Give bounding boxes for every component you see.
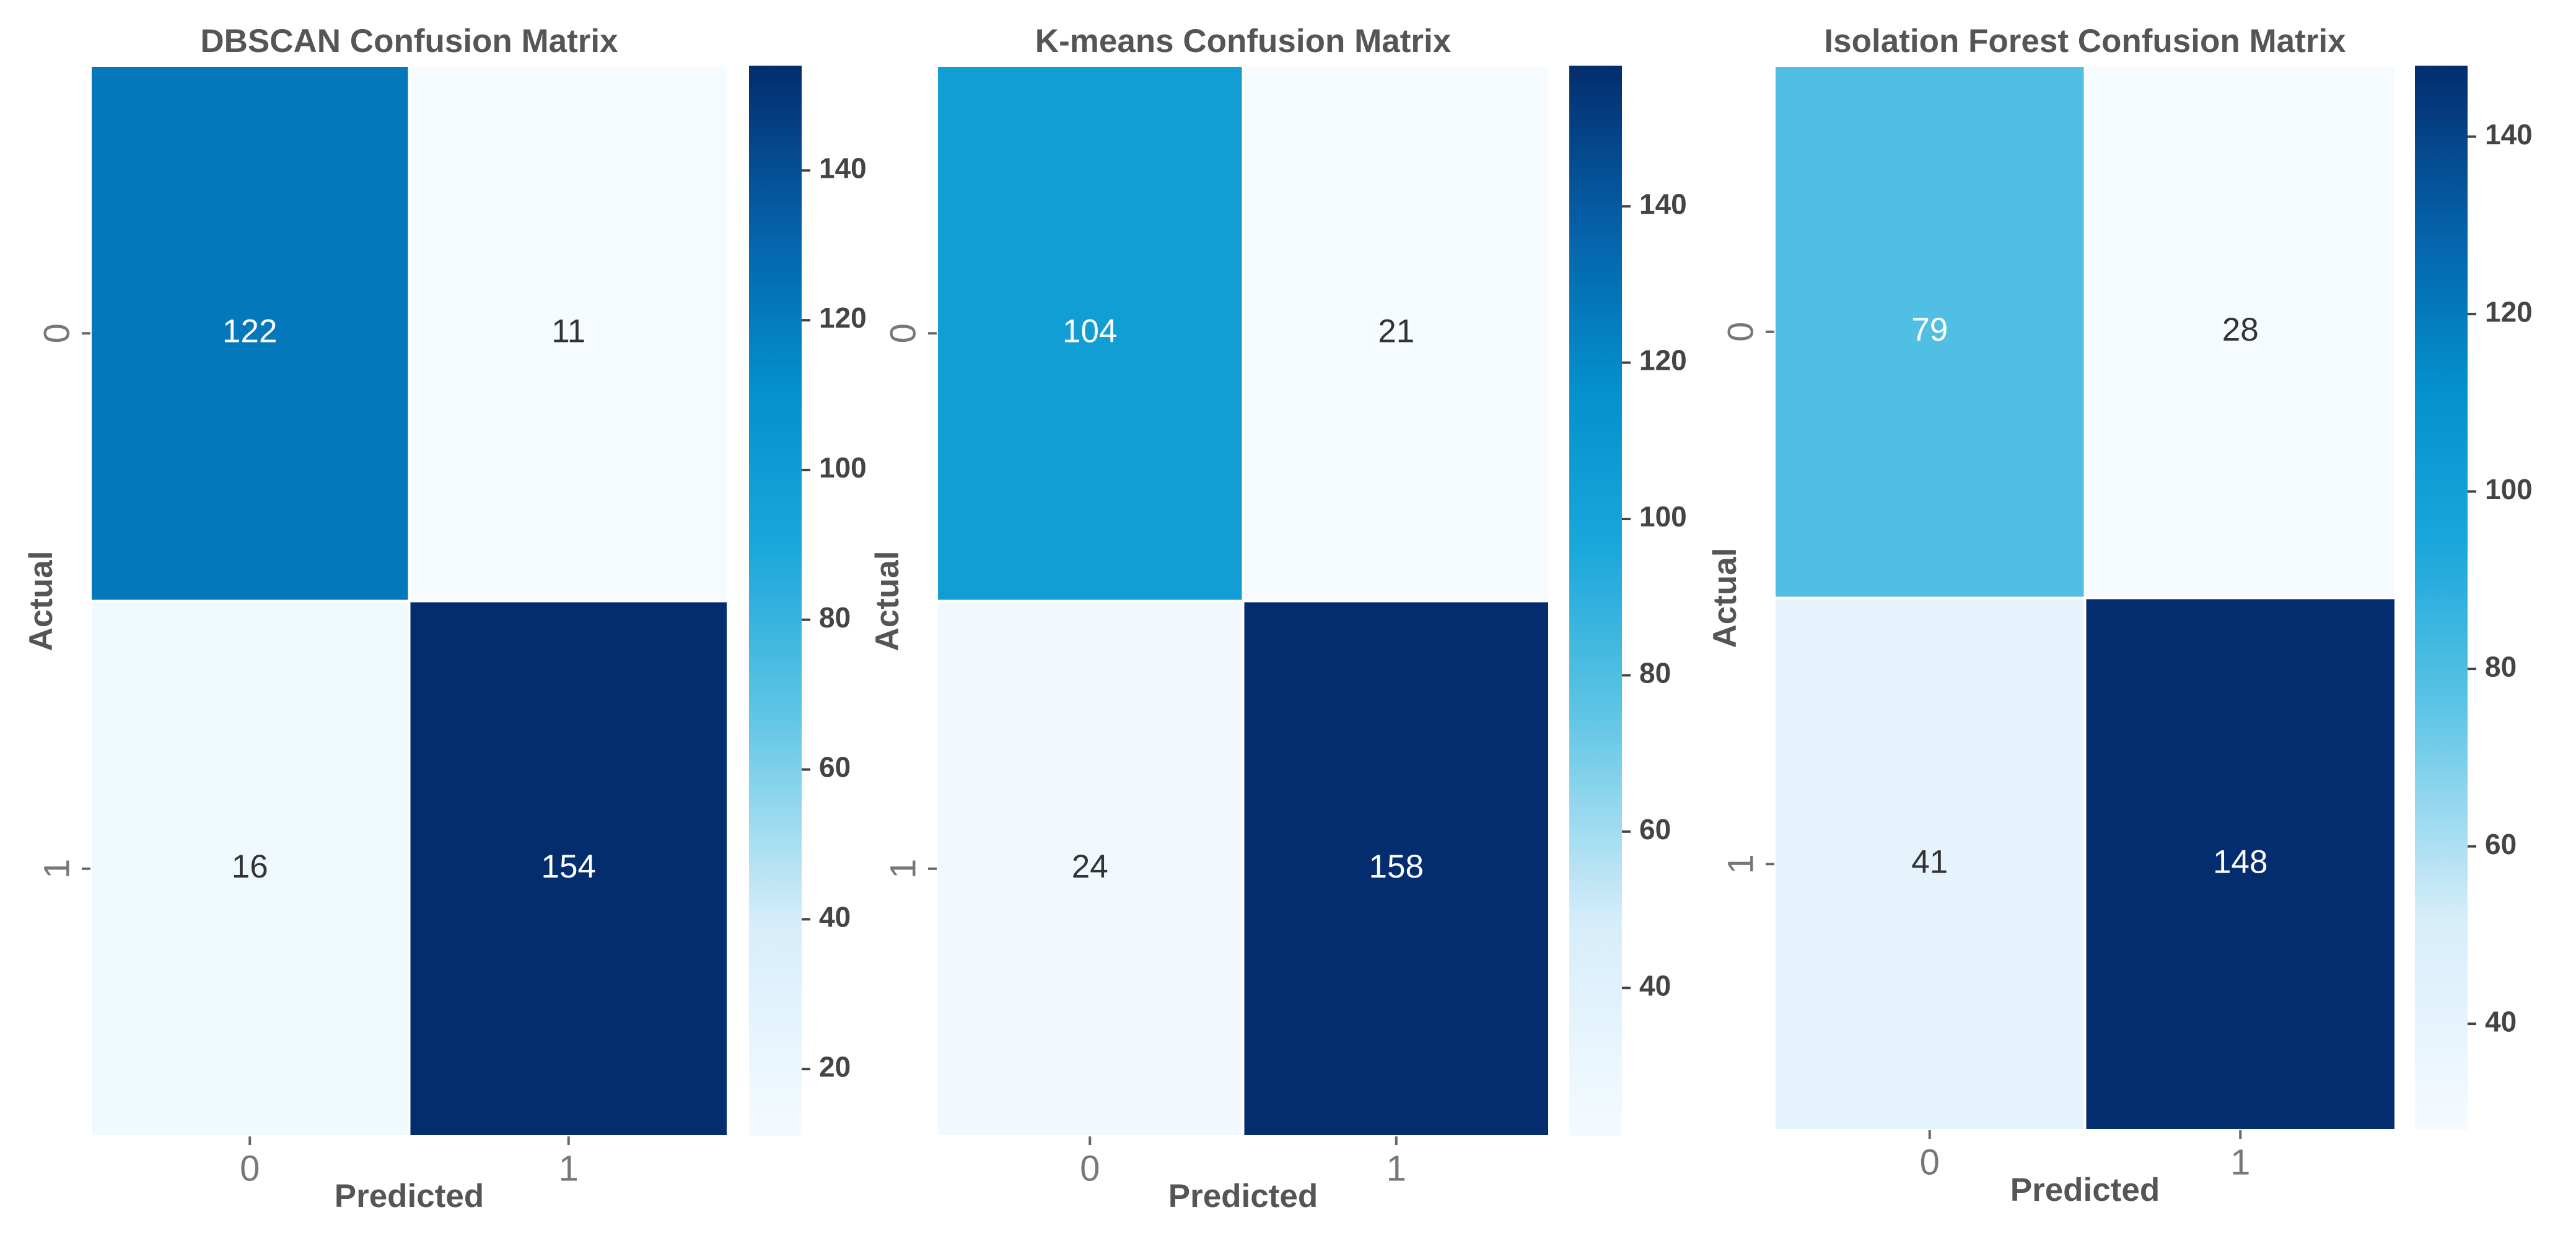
y-tick-label: 0 [883, 323, 923, 343]
colorbar-tick-label: 40 [2485, 1005, 2517, 1037]
heatmap-cell [408, 64, 729, 603]
x-tick-label: 0 [240, 1148, 260, 1188]
heatmap-cell [408, 599, 729, 1138]
y-axis-label: Actual [23, 551, 59, 652]
x-tick-label: 1 [2230, 1142, 2250, 1182]
colorbar-tick-label: 100 [2485, 473, 2533, 505]
x-axis-label: Predicted [1168, 1178, 1318, 1214]
colorbar [1569, 66, 1622, 1136]
chart-title: DBSCAN Confusion Matrix [200, 23, 618, 59]
colorbar-tick-label: 140 [819, 152, 867, 184]
y-tick-label: 0 [37, 323, 77, 343]
heatmap-cell [1773, 64, 2087, 599]
cell-label: 154 [541, 848, 596, 885]
x-tick-label: 0 [1080, 1148, 1100, 1188]
chart-title: K-means Confusion Matrix [1035, 23, 1452, 59]
colorbar-tick-label: 40 [1639, 969, 1671, 1001]
colorbar-tick-label: 100 [819, 451, 867, 484]
x-tick-label: 0 [1920, 1142, 1940, 1182]
y-axis-label: Actual [1707, 548, 1743, 648]
cell-label: 158 [1369, 848, 1424, 885]
colorbar [2415, 66, 2468, 1130]
cell-label: 79 [1911, 312, 1948, 348]
heatmap-cell [1242, 64, 1551, 603]
heatmap-cell [89, 599, 411, 1138]
colorbar-tick-label: 100 [1639, 500, 1687, 533]
colorbar-tick-label: 80 [1639, 657, 1671, 689]
heatmap-cell [1242, 599, 1551, 1138]
x-tick-label: 1 [559, 1148, 579, 1188]
cell-label: 28 [2222, 312, 2259, 348]
colorbar-tick-label: 60 [819, 751, 851, 783]
colorbar-tick-label: 20 [819, 1050, 851, 1083]
x-axis-label: Predicted [2010, 1172, 2160, 1208]
colorbar-tick-label: 60 [2485, 828, 2517, 860]
cell-label: 148 [2213, 843, 2267, 880]
cell-label: 21 [1378, 313, 1414, 349]
heatmap-cell [2083, 596, 2397, 1131]
cell-label: 41 [1911, 843, 1948, 880]
heatmap-cell [2083, 64, 2397, 599]
colorbar-tick-label: 120 [2485, 295, 2533, 328]
y-tick-label: 0 [1720, 322, 1761, 342]
heatmap-cell [1773, 596, 2087, 1131]
cell-label: 16 [232, 848, 268, 885]
cell-label: 122 [222, 313, 277, 349]
colorbar-tick-label: 40 [819, 901, 851, 933]
colorbar-tick-label: 140 [2485, 118, 2533, 150]
heatmap-cell [935, 599, 1245, 1138]
y-tick-label: 1 [1720, 854, 1761, 874]
cell-label: 24 [1072, 848, 1108, 885]
cell-label: 11 [551, 313, 585, 349]
cell-label: 104 [1062, 313, 1117, 349]
colorbar-tick-label: 60 [1639, 813, 1671, 845]
colorbar-tick-label: 140 [1639, 188, 1687, 220]
heatmap-cell [935, 64, 1245, 603]
colorbar [749, 66, 802, 1136]
heatmap-cell [89, 64, 411, 603]
x-axis-label: Predicted [335, 1178, 484, 1214]
x-tick-label: 1 [1387, 1148, 1406, 1188]
colorbar-tick-label: 120 [1639, 344, 1687, 377]
y-tick-label: 1 [883, 859, 923, 879]
chart-title: Isolation Forest Confusion Matrix [1824, 23, 2346, 59]
colorbar-tick-label: 80 [819, 601, 851, 634]
colorbar-tick-label: 80 [2485, 650, 2517, 682]
colorbar-tick-label: 120 [819, 302, 867, 334]
y-axis-label: Actual [869, 551, 906, 652]
y-tick-label: 1 [37, 859, 77, 879]
